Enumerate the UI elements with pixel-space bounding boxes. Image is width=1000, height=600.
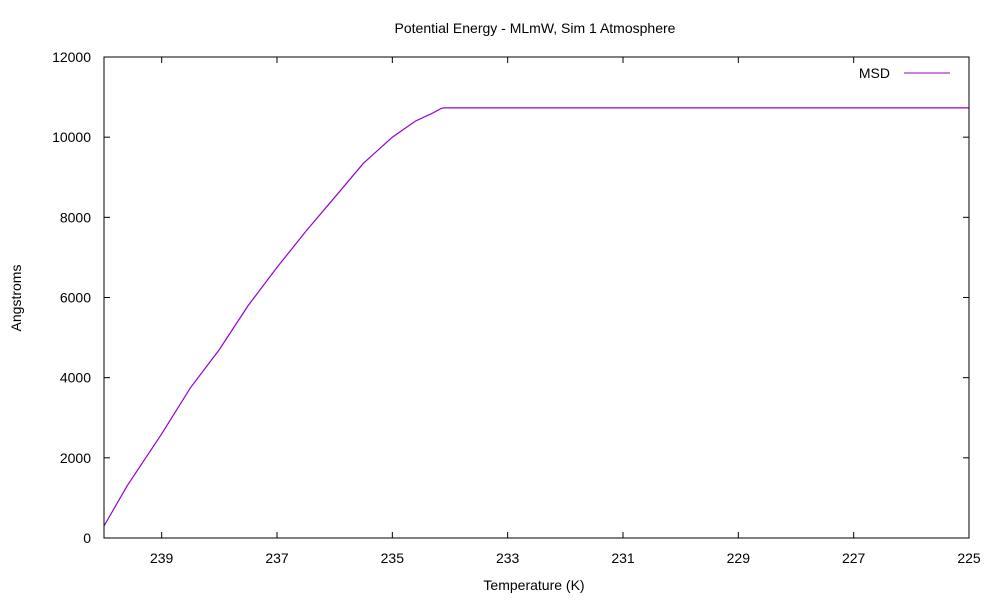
series-line-msd xyxy=(103,107,969,527)
x-tick-label: 227 xyxy=(842,550,866,566)
y-tick-label: 0 xyxy=(83,530,91,546)
axis-ticks: 0 2000 4000 6000 8000 10000 12000 239 237 235 233 2… xyxy=(52,49,981,566)
y-tick-label: 2000 xyxy=(60,450,91,466)
legend-label-msd: MSD xyxy=(859,65,890,81)
x-axis-label: Temperature (K) xyxy=(483,577,584,593)
x-tick-label: 239 xyxy=(150,550,174,566)
plot-frame xyxy=(103,56,970,539)
y-tick-label: 4000 xyxy=(60,370,91,386)
y-tick-label: 12000 xyxy=(52,49,91,65)
y-tick-label: 10000 xyxy=(52,129,91,145)
y-tick-label: 6000 xyxy=(60,290,91,306)
x-tick-label: 229 xyxy=(727,550,751,566)
x-tick-label: 235 xyxy=(381,550,405,566)
series-layer xyxy=(103,107,969,527)
chart-title: Potential Energy - MLmW, Sim 1 Atmospher… xyxy=(395,20,676,36)
x-tick-label: 233 xyxy=(496,550,520,566)
x-tick-label: 231 xyxy=(611,550,635,566)
legend: MSD xyxy=(859,65,950,81)
y-axis-label: Angstroms xyxy=(8,265,24,332)
x-tick-label: 237 xyxy=(265,550,289,566)
y-tick-label: 8000 xyxy=(60,209,91,225)
x-tick-label: 225 xyxy=(957,550,981,566)
